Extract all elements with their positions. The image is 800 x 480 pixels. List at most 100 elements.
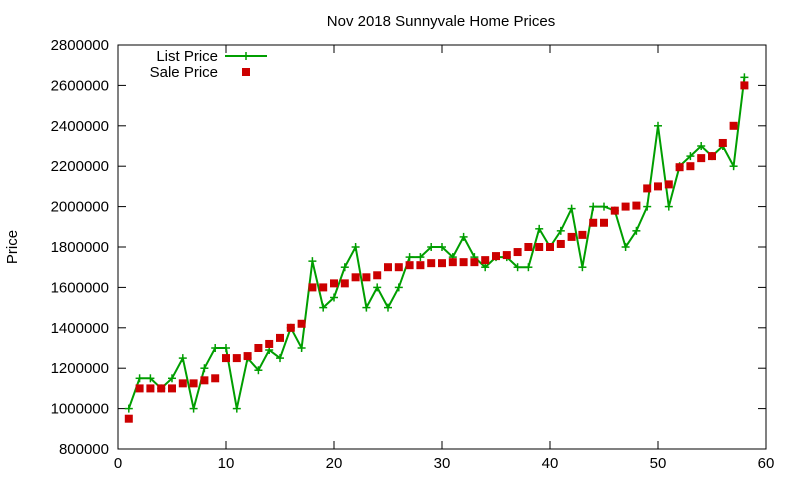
sale-price-point — [178, 379, 187, 388]
list-price-point — [535, 224, 544, 233]
list-price-point — [319, 303, 328, 312]
sale-price-point — [286, 323, 295, 332]
list-price-point — [340, 263, 349, 272]
sale-price-point — [492, 252, 500, 261]
sale-price-point — [276, 333, 284, 342]
y-tick-label: 2400000 — [51, 118, 109, 135]
sale-price-point — [232, 354, 241, 363]
x-axis-ticks: 0 10 20 30 40 50 60 — [114, 45, 775, 472]
x-tick-label: 20 — [326, 455, 343, 472]
sale-price-point — [416, 261, 425, 270]
sale-price-point — [222, 354, 230, 363]
legend: List Price Sale Price — [150, 48, 267, 81]
sale-price-point — [621, 202, 630, 211]
list-price-point — [146, 374, 155, 383]
list-price-point — [578, 263, 587, 272]
plot-frame — [117, 44, 767, 450]
y-tick-label: 1200000 — [51, 360, 109, 377]
sale-price-point — [697, 154, 706, 163]
sale-price-point — [189, 379, 198, 388]
sale-price-point — [556, 239, 565, 248]
chart-title: Nov 2018 Sunnyvale Home Prices — [327, 13, 555, 30]
sale-price-point — [610, 206, 619, 215]
list-price-point — [697, 142, 706, 150]
list-price-point — [178, 354, 187, 363]
y-tick-label: 1800000 — [51, 239, 109, 256]
sale-price-point — [384, 263, 392, 272]
sale-price-point — [567, 232, 576, 241]
sale-price-point — [708, 152, 716, 161]
list-price-point — [589, 202, 598, 211]
list-price-point — [168, 374, 176, 383]
sale-price-point — [319, 283, 328, 292]
sale-price-point — [405, 261, 414, 270]
sale-price-point — [243, 352, 252, 361]
list-price-point — [394, 283, 403, 292]
list-price-point — [513, 263, 522, 272]
sale-price-point — [502, 251, 511, 260]
list-price-point — [427, 243, 436, 251]
list-price-point — [740, 73, 749, 82]
sale-price-point — [211, 374, 220, 383]
series-sale-price — [124, 81, 749, 423]
y-tick-label: 800000 — [59, 441, 109, 458]
sale-price-point — [427, 259, 436, 268]
sale-price-point — [718, 138, 727, 147]
sale-price-point — [124, 414, 133, 423]
sale-price-point — [254, 344, 263, 352]
sale-price-point — [438, 259, 446, 268]
sale-price-point — [729, 121, 738, 130]
sale-price-point — [200, 376, 209, 385]
y-tick-label: 1400000 — [51, 320, 109, 337]
list-price-point — [664, 202, 673, 211]
list-price-point — [222, 344, 230, 352]
list-price-point — [189, 404, 198, 413]
list-price-point — [405, 253, 414, 262]
list-price-point — [124, 404, 133, 413]
list-price-point — [438, 243, 446, 251]
list-price-point — [416, 253, 425, 262]
sale-price-point — [578, 230, 587, 239]
list-price-point — [308, 257, 317, 266]
sale-price-point — [168, 384, 176, 393]
list-price-point — [276, 354, 284, 363]
legend-marker-list-price — [242, 52, 250, 60]
x-tick-label: 40 — [542, 455, 559, 472]
list-price-point — [373, 283, 382, 292]
sale-price-point — [297, 319, 306, 328]
sale-price-point — [448, 258, 457, 267]
list-price-point — [297, 344, 306, 352]
list-price-point — [211, 344, 220, 352]
x-tick-label: 10 — [218, 455, 235, 472]
list-price-point — [643, 202, 652, 211]
sale-price-point — [643, 184, 652, 193]
list-price-point — [621, 243, 630, 251]
list-price-point — [556, 226, 565, 235]
sale-price-point — [481, 256, 490, 265]
sale-price-point — [600, 218, 608, 227]
legend-swatch-sale-price — [242, 68, 250, 76]
y-tick-label: 2200000 — [51, 158, 109, 175]
list-price-point — [200, 364, 209, 373]
sale-price-point — [340, 279, 349, 288]
y-axis-label: Price — [4, 230, 21, 264]
sale-price-point — [146, 384, 155, 393]
y-axis-ticks: 800000 1000000 1200000 1400000 1600000 180000… — [51, 37, 766, 458]
sale-price-point — [351, 273, 360, 282]
sale-price-point — [589, 218, 598, 227]
list-price-point — [686, 152, 695, 161]
list-price-point — [459, 232, 468, 241]
sale-price-point — [535, 243, 544, 251]
x-tick-label: 30 — [434, 455, 451, 472]
list-price-point — [729, 162, 738, 171]
y-tick-label: 2000000 — [51, 199, 109, 216]
sale-price-point — [546, 243, 554, 251]
x-tick-label: 60 — [758, 455, 775, 472]
sale-price-point — [686, 162, 695, 171]
sale-price-point — [664, 180, 673, 189]
sale-price-point — [362, 273, 371, 282]
y-tick-label: 1600000 — [51, 279, 109, 296]
sale-price-point — [675, 163, 684, 172]
sale-price-point — [330, 279, 338, 288]
sale-price-point — [135, 384, 144, 393]
